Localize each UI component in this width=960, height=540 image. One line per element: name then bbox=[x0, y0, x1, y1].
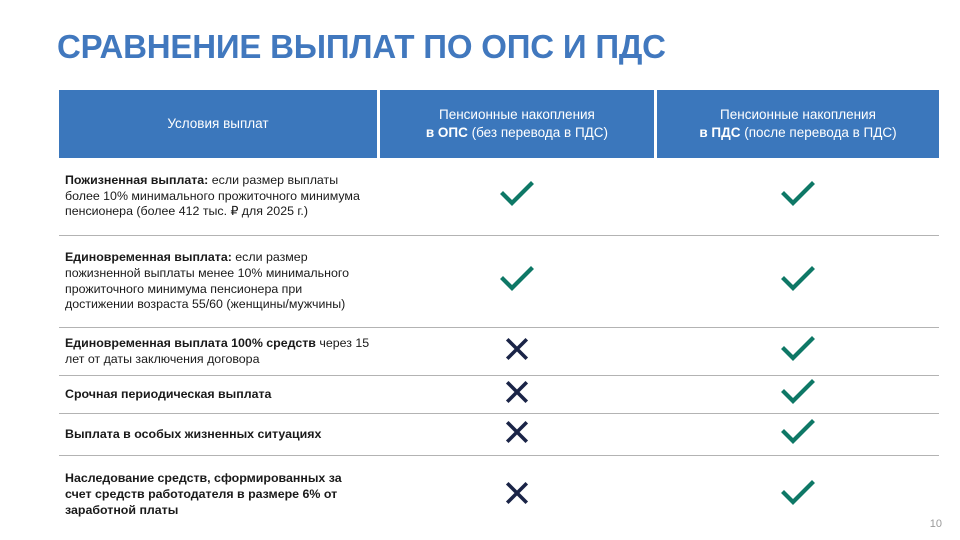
check-icon bbox=[780, 336, 815, 367]
check-icon bbox=[780, 419, 815, 450]
check-icon bbox=[780, 181, 815, 212]
check-icon bbox=[780, 379, 815, 410]
comparison-table: Условия выплат Пенсионные накопления в О… bbox=[59, 90, 939, 534]
cell-ops-mark bbox=[378, 337, 656, 366]
row-condition-text: Наследование средств, сформированных за … bbox=[59, 464, 378, 526]
check-icon bbox=[500, 181, 534, 212]
cell-pds-mark bbox=[656, 181, 939, 212]
table-row: Наследование средств, сформированных за … bbox=[59, 456, 939, 534]
row-condition-text: Пожизненная выплата: если размер выплаты… bbox=[59, 166, 378, 228]
cell-pds-mark bbox=[656, 336, 939, 367]
header-pds-note: (после перевода в ПДС) bbox=[740, 125, 897, 140]
table-row: Срочная периодическая выплата bbox=[59, 376, 939, 414]
header-ops-bold: в ОПС bbox=[425, 125, 468, 140]
header-ops-note: (без перевода в ПДС) bbox=[467, 125, 609, 140]
row-condition-text: Выплата в особых жизненных ситуациях bbox=[59, 420, 378, 450]
cell-pds-mark bbox=[656, 266, 939, 297]
page-title: СРАВНЕНИЕ ВЫПЛАТ ПО ОПС И ПДС bbox=[57, 28, 666, 65]
condition-bold: Срочная периодическая выплата bbox=[65, 386, 272, 401]
cell-pds-mark bbox=[656, 419, 939, 450]
cross-icon bbox=[505, 337, 529, 366]
cross-icon bbox=[505, 420, 529, 449]
page-number: 10 bbox=[929, 518, 942, 530]
cell-ops-mark bbox=[378, 380, 656, 409]
header-label-conditions: Условия выплат bbox=[167, 115, 269, 131]
header-cell-conditions: Условия выплат bbox=[59, 90, 377, 158]
cell-pds-mark bbox=[656, 379, 939, 410]
row-condition-text: Единовременная выплата 100% средств чере… bbox=[59, 329, 378, 375]
condition-rest: через 15 лет от даты заключения договора bbox=[65, 335, 370, 366]
condition-bold: Наследование средств, сформированных за … bbox=[65, 471, 342, 517]
table-row: Единовременная выплата: если размер пожи… bbox=[59, 236, 939, 328]
table-body: Пожизненная выплата: если размер выплаты… bbox=[59, 158, 939, 534]
table-row: Выплата в особых жизненных ситуациях bbox=[59, 414, 939, 456]
table-row: Пожизненная выплата: если размер выплаты… bbox=[59, 158, 939, 236]
condition-rest: если размер выплаты более 10% минимально… bbox=[65, 172, 360, 219]
check-icon bbox=[780, 479, 815, 511]
cell-ops-mark bbox=[378, 266, 656, 297]
cell-pds-mark bbox=[656, 479, 939, 511]
cell-ops-mark bbox=[378, 420, 656, 449]
cross-icon bbox=[505, 380, 529, 409]
table-header-row: Условия выплат Пенсионные накопления в О… bbox=[59, 90, 939, 158]
row-condition-text: Единовременная выплата: если размер пожи… bbox=[59, 243, 378, 321]
header-ops-line1: Пенсионные накопления bbox=[439, 106, 595, 122]
condition-rest: если размер пожизненной выплаты менее 10… bbox=[65, 249, 349, 312]
check-icon bbox=[780, 266, 815, 297]
table-row: Единовременная выплата 100% средств чере… bbox=[59, 328, 939, 376]
condition-bold: Выплата в особых жизненных ситуациях bbox=[65, 426, 322, 441]
row-condition-text: Срочная периодическая выплата bbox=[59, 380, 378, 410]
header-pds-line1: Пенсионные накопления bbox=[720, 106, 876, 122]
header-cell-ops: Пенсионные накопления в ОПС (без перевод… bbox=[379, 90, 654, 158]
condition-bold: Пожизненная выплата: bbox=[65, 172, 209, 187]
header-cell-pds: Пенсионные накопления в ПДС (после перев… bbox=[656, 90, 939, 158]
condition-bold: Единовременная выплата: bbox=[65, 249, 232, 264]
condition-bold: Единовременная выплата 100% средств bbox=[65, 335, 316, 350]
cell-ops-mark bbox=[378, 181, 656, 212]
check-icon bbox=[500, 266, 534, 297]
header-pds-bold: в ПДС bbox=[699, 125, 741, 140]
cell-ops-mark bbox=[378, 481, 656, 510]
cross-icon bbox=[505, 481, 529, 510]
